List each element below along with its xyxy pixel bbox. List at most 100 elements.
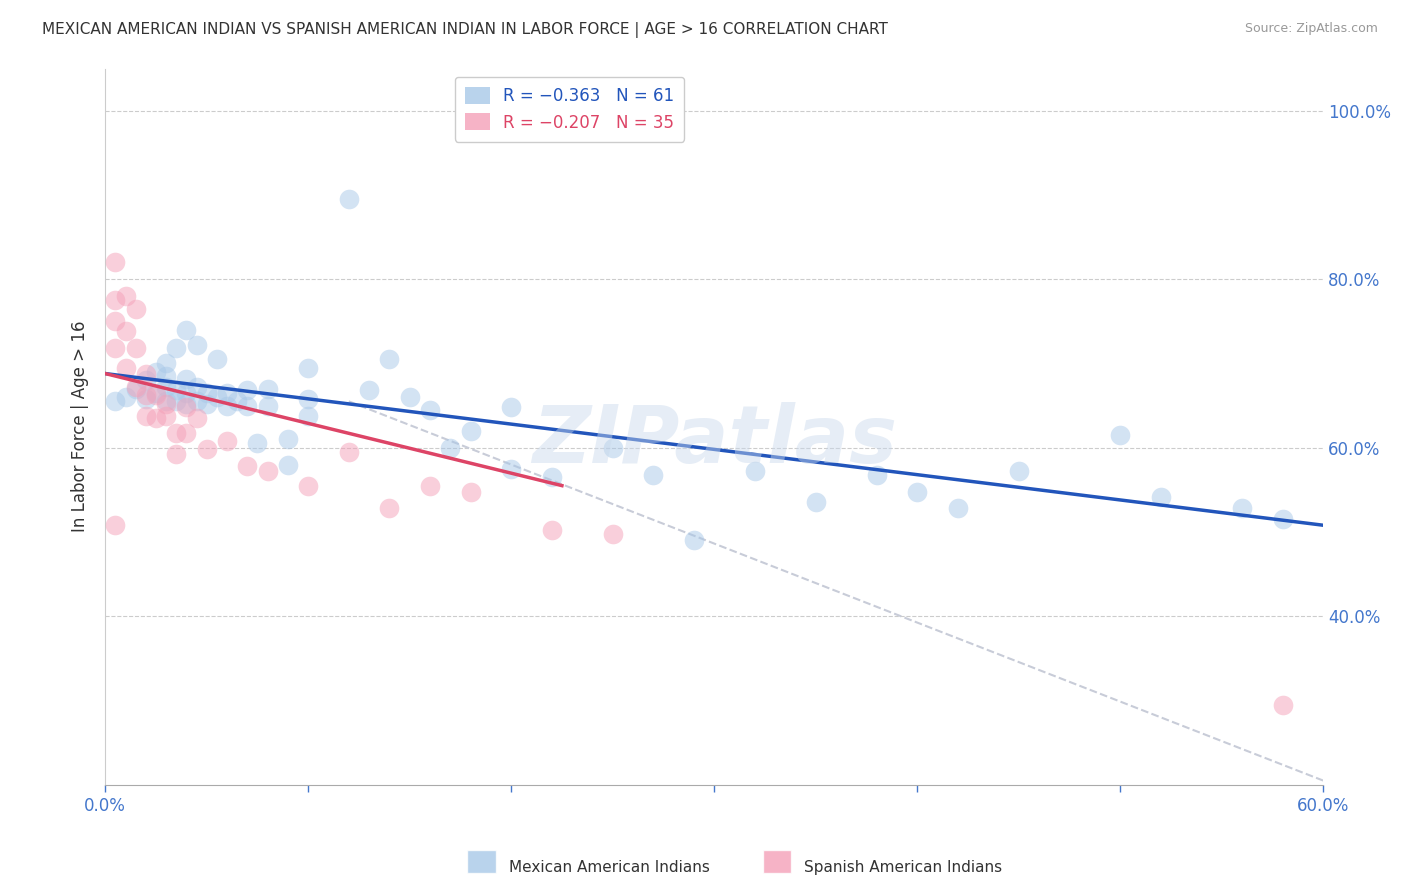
Point [297,360,319,375]
Point [165,394,187,409]
Point [865,467,887,482]
Point [205,390,228,404]
Point [683,533,706,548]
Legend: R = −0.363   N = 61, R = −0.207   N = 35: R = −0.363 N = 61, R = −0.207 N = 35 [454,77,685,142]
Point [643,467,665,482]
Point [135,373,157,387]
Point [165,384,187,398]
Point [297,409,319,423]
Point [277,458,299,472]
Point [215,434,238,448]
Point [114,289,136,303]
Point [398,390,420,404]
Point [246,436,269,450]
Point [176,425,198,440]
Point [145,365,167,379]
Point [195,386,218,401]
Point [236,384,259,398]
Point [195,442,218,457]
FancyBboxPatch shape [467,850,496,873]
Point [297,392,319,406]
Point [1271,698,1294,712]
Point [135,388,157,402]
Point [337,445,360,459]
Point [297,478,319,492]
Point [439,441,461,455]
Point [155,380,177,394]
Point [145,388,167,402]
Point [155,409,177,423]
Point [256,382,278,396]
Point [602,526,624,541]
Point [186,394,208,409]
Text: Spanish American Indians: Spanish American Indians [804,860,1002,874]
Point [419,478,441,492]
Point [114,390,136,404]
Point [155,394,177,409]
Point [104,518,127,533]
Point [215,386,238,401]
Text: Source: ZipAtlas.com: Source: ZipAtlas.com [1244,22,1378,36]
Point [155,356,177,370]
Point [1271,512,1294,526]
Point [124,380,146,394]
Text: Mexican American Indians: Mexican American Indians [509,860,710,874]
Point [104,314,127,328]
Y-axis label: In Labor Force | Age > 16: In Labor Force | Age > 16 [72,321,89,533]
Point [186,338,208,352]
Point [186,380,208,394]
Point [165,447,187,461]
Point [124,301,146,316]
Text: ZIPatlas: ZIPatlas [531,402,897,480]
Point [460,424,482,438]
Point [602,441,624,455]
Point [1008,464,1031,478]
Point [905,484,928,499]
Point [165,341,187,355]
Point [744,464,766,478]
Point [460,484,482,499]
Point [104,255,127,269]
Point [501,401,523,415]
Point [215,399,238,413]
Text: MEXICAN AMERICAN INDIAN VS SPANISH AMERICAN INDIAN IN LABOR FORCE | AGE > 16 COR: MEXICAN AMERICAN INDIAN VS SPANISH AMERI… [42,22,889,38]
Point [378,352,401,367]
Point [540,470,562,484]
Point [195,397,218,411]
Point [946,501,969,516]
FancyBboxPatch shape [762,850,792,873]
Point [124,382,146,396]
Point [145,411,167,425]
Point [176,397,198,411]
Point [114,360,136,375]
Point [155,397,177,411]
Point [145,386,167,401]
Point [104,341,127,355]
Point [804,495,827,509]
Point [226,394,249,409]
Point [236,459,259,474]
Point [1150,490,1173,504]
Point [236,399,259,413]
Point [155,369,177,384]
Point [205,352,228,367]
Point [359,384,381,398]
Point [176,401,198,415]
Point [135,392,157,406]
Point [124,341,146,355]
Point [135,409,157,423]
Point [378,501,401,516]
Point [1109,428,1132,442]
Point [104,293,127,308]
Point [176,371,198,385]
Point [501,462,523,476]
Point [114,325,136,339]
Point [277,432,299,446]
Point [419,402,441,417]
Point [540,523,562,537]
Point [1230,501,1253,516]
Point [186,411,208,425]
Point [176,323,198,337]
Point [256,464,278,478]
Point [256,399,278,413]
